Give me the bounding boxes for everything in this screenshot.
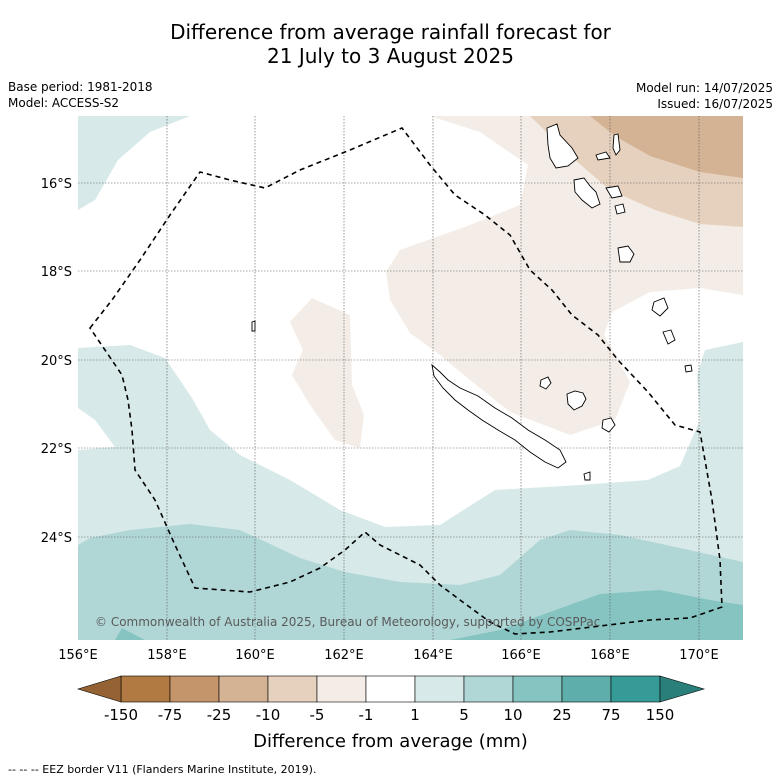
colorbar-tick-label: 10 [503,706,523,724]
island-loyalty-ouvea [539,376,552,390]
longitude-label: 162°E [324,648,364,663]
colorbar-tick-label: 150 [645,706,675,724]
colorbar-tick-label: 1 [410,706,420,724]
island-vanuatu-aneityum [662,329,676,345]
island-vanuatu-tanna [651,297,669,317]
anomaly-region-10-to-25 [450,590,743,640]
latitude-label: 24°S [41,531,72,546]
longitude-label: 166°E [501,648,541,663]
latitude-label: 18°S [41,265,72,280]
grid-lines [78,116,743,640]
model-run: Model run: 14/07/2025 [635,81,773,95]
island-small-3 [583,471,591,481]
map-title-line1: Difference from average rainfall forecas… [170,20,611,44]
colorbar-segment [218,675,269,703]
colorbar-tick-label: -1 [358,706,374,724]
island-loyalty-lifou [566,390,587,411]
longitude-label: 156°E [58,648,98,663]
anomaly-region-10-to-25-sw [115,628,145,640]
colorbar [76,675,706,703]
anomaly-region-minus1-to-minus5-west [290,298,364,448]
island-vanuatu-espiritu [546,123,579,169]
island-vanuatu-malekula [573,177,601,209]
island-vanuatu-efate [617,245,635,263]
island-small-2 [684,364,693,373]
longitude-label: 160°E [235,648,275,663]
colorbar-segment [512,675,563,703]
colorbar-title: Difference from average (mm) [253,731,528,752]
colorbar-segment [414,675,465,703]
colorbar-segment [316,675,367,703]
colorbar-segment [365,675,416,703]
anomaly-region-minus10-to-minus25 [590,116,743,178]
longitude-labels: 156°E 158°E 160°E 162°E 164°E 166°E 168°E 170°E [58,648,719,663]
issued-date: Issued: 16/07/2025 [657,97,773,111]
colorbar-extend-high [659,675,706,703]
map-title-line2: 21 July to 3 August 2025 [267,44,514,68]
island-loyalty-mare [601,417,616,433]
colorbar-tick-label: -25 [206,706,232,724]
latitude-label: 16°S [41,177,72,192]
eez-border-note: -- -- -- EEZ border V11 (Flanders Marine… [8,763,317,776]
colorbar-extend-low [76,675,122,703]
colorbar-tick-label: -150 [103,706,139,724]
longitude-label: 158°E [147,648,187,663]
colorbar-segment [463,675,514,703]
longitude-label: 168°E [590,648,630,663]
longitude-label: 164°E [413,648,453,663]
anomaly-region-1-to-5-nw [78,116,190,210]
model-name: Model: ACCESS-S2 [8,96,120,110]
colorbar-segment [561,675,612,703]
colorbar-tick-label: 5 [459,706,469,724]
island-small-4 [251,320,256,332]
island-vanuatu-pentecost [612,133,621,156]
colorbar-segment [267,675,318,703]
eez-border [89,127,723,635]
island-new-caledonia [431,363,567,469]
colorbar-segment [120,675,171,703]
latitude-labels: 16°S 18°S 20°S 22°S 24°S [41,177,72,546]
island-vanuatu-erromango [605,185,623,199]
colorbar-tick-label: 75 [601,706,621,724]
island-vanuatu-ambae [595,151,611,161]
colorbar-segment [169,675,220,703]
base-period: Base period: 1981-2018 [8,80,153,94]
island-small-1 [614,203,626,215]
latitude-label: 20°S [41,354,72,369]
colorbar-tick-label: 25 [552,706,572,724]
colorbar-tick-label: -5 [309,706,325,724]
coastlines [251,123,693,481]
colorbar-segment [610,675,661,703]
copyright-notice: © Commonwealth of Australia 2025, Bureau… [95,615,600,629]
colorbar-tick-label: -10 [255,706,281,724]
longitude-label: 170°E [679,648,719,663]
colorbar-tick-label: -75 [157,706,183,724]
latitude-label: 22°S [41,442,72,457]
